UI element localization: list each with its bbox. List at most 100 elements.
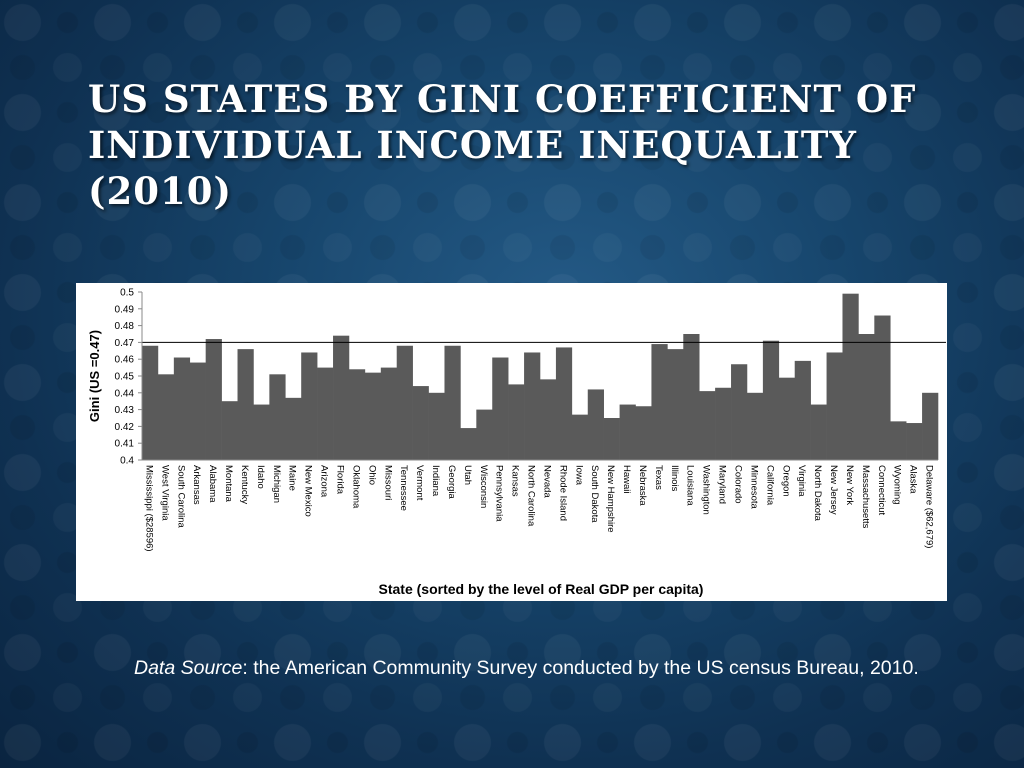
x-tick-label: New York [844,465,855,505]
x-tick-label: South Dakota [589,465,600,523]
x-tick-label: Louisiana [685,465,696,506]
caption-text: : the American Community Survey conducte… [242,657,919,679]
x-tick-label: North Carolina [526,465,537,527]
x-tick-label: Washington [701,465,712,515]
bar-texas [651,344,668,460]
x-tick-label: Indiana [430,465,441,497]
chart-panel: Gini (US =0.47) 0.5 0.49 0.48 0.47 0.46 0.45 0… [76,283,947,601]
bar-new-mexico [301,352,318,460]
bars [142,293,939,460]
bar-north-dakota [810,404,827,460]
x-tick-label: Connecticut [876,465,887,516]
bar-rhode-island [555,347,573,460]
x-tick-label: New Mexico [303,465,314,517]
x-tick-label: Kansas [510,465,521,497]
x-tick-label: Alabama [207,465,218,503]
x-tick-label: Utah [462,465,473,485]
bar-new-york [842,293,859,460]
x-tick-label: California [764,465,775,506]
x-tick-label: North Dakota [812,465,823,522]
bar-georgia [444,345,461,460]
x-tick-label: Maine [287,465,298,491]
bar-alaska [906,423,923,460]
y-tick-label: 0.47 [115,338,135,349]
bar-tennessee [396,345,413,460]
y-tick-label: 0.46 [115,355,135,366]
x-tick-label: Florida [335,465,346,495]
bar-michigan [269,374,286,460]
x-tick-label: Texas [653,465,664,490]
x-tick-label: Oregon [780,465,791,497]
x-tick-label: Iowa [573,465,584,486]
bar-maine [285,397,302,460]
slide-title: US States by Gini Coefficient of Individ… [88,77,917,213]
x-tick-label: Missouri [382,465,393,500]
x-tick-label: Georgia [446,465,457,500]
x-tick-label: Virginia [796,465,807,497]
bar-arizona [317,367,334,460]
x-tick-label: Minnesota [748,465,759,510]
bar-illinois [667,349,684,460]
x-tick-label: Mississippi ($28596) [143,465,154,552]
axes [141,292,938,461]
x-tick-label: New Jersey [828,465,839,515]
x-tick-label: Arizona [319,465,330,498]
bar-massachusetts [858,334,875,460]
bar-montana [221,401,238,460]
bar-new-hampshire [603,418,620,460]
bar-oklahoma [348,369,366,460]
bar-alabama [205,339,222,460]
bar-iowa [571,414,589,460]
y-tick-label: 0.41 [115,439,135,450]
x-tick-label: Arkansas [191,465,202,505]
bar-kentucky [237,349,254,460]
x-tick-label: Montana [223,465,234,503]
x-tick-label: Massachusetts [860,465,871,529]
bar-pennsylvania [492,357,509,460]
bar-virginia [794,360,811,460]
x-tick-label: Hawaii [621,465,632,494]
x-tick-label: Michigan [271,465,282,503]
x-tick-label: Idaho [255,465,266,489]
x-tick-label: Vermont [414,465,425,501]
bar-arkansas [189,362,206,460]
bar-oregon [778,377,796,460]
y-tick-label: 0.4 [120,456,134,467]
bar-utah [460,428,477,460]
y-tick-label: 0.5 [120,288,134,299]
x-tick-label: Oklahoma [350,465,361,509]
x-tick-label: Tennessee [398,465,409,511]
bar-south-dakota [587,389,604,460]
x-tick-label: Pennsylvania [494,465,505,522]
x-tick-label: Ohio [366,465,377,485]
bar-connecticut [874,315,891,460]
x-tick-label: New Hampshire [605,465,616,533]
y-tick-label: 0.45 [115,372,135,383]
y-tick-label: 0.49 [115,304,135,315]
bar-missouri [380,367,398,460]
bar-washington [699,391,716,460]
caption-label: Data Source [134,657,243,679]
bar-wyoming [890,421,907,460]
x-tick-label: Delaware ($62,679) [924,465,935,548]
bar-minnesota [746,392,764,460]
x-tick-label: Nebraska [637,465,648,506]
bar-nevada [540,379,557,460]
y-axis-ticks: 0.5 0.49 0.48 0.47 0.46 0.45 0.44 0.43 0.42 0.41 0… [115,288,142,467]
bar-nebraska [635,406,652,460]
bar-north-carolina [524,352,541,460]
bar-vermont [412,386,429,460]
x-tick-label: Wyoming [892,465,903,505]
bar-new-jersey [826,352,843,460]
bar-south-carolina [173,357,191,460]
bar-delaware-62-679 [922,392,939,460]
x-tick-label: Illinois [669,465,680,492]
x-tick-label: Wisconsin [478,465,489,508]
bar-ohio [364,372,382,460]
bar-kansas [508,384,525,460]
y-tick-label: 0.42 [115,422,135,433]
x-tick-label: South Carolina [175,465,186,529]
bar-florida [333,335,350,460]
x-tick-label: Maryland [717,465,728,504]
y-tick-label: 0.48 [115,321,135,332]
